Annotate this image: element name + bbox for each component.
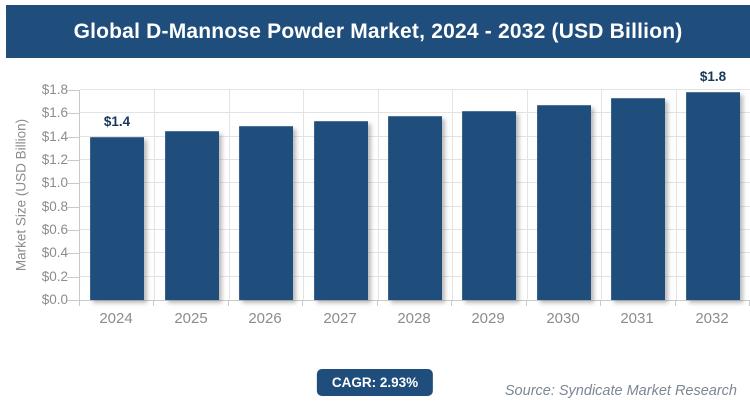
bar-2027 [314, 121, 368, 300]
x-tick-mark [228, 300, 229, 306]
y-tick-label: $0.4 [41, 245, 68, 261]
y-tick-label: $0.0 [41, 292, 68, 307]
chart-title: Global D-Mannose Powder Market, 2024 - 2… [73, 19, 683, 43]
y-tick-mark [67, 136, 79, 138]
y-tick-label: $1.8 [41, 82, 68, 97]
y-tick-label: $0.6 [41, 222, 68, 237]
gridline-horizontal [80, 112, 750, 114]
x-tick-mark [600, 300, 601, 306]
bar-2024 [90, 137, 144, 300]
y-tick-mark [67, 183, 79, 185]
title-banner: Global D-Mannose Powder Market, 2024 - 2… [6, 5, 750, 58]
y-tick-label: $0.2 [41, 268, 68, 284]
y-tick-mark [67, 206, 79, 208]
bar-2030 [537, 105, 591, 300]
gridline-vertical [303, 90, 304, 300]
bar-2025 [165, 131, 219, 300]
bar-value-label-2032: $1.8 [699, 69, 727, 84]
x-category-label: 2027 [323, 310, 357, 327]
x-category-label: 2026 [248, 310, 282, 327]
gridline-vertical [378, 90, 379, 300]
y-tick-mark [67, 253, 79, 255]
x-tick-mark [153, 300, 154, 306]
x-category-label: 2025 [174, 310, 208, 327]
y-tick-mark [67, 300, 79, 301]
y-tick-mark [67, 113, 79, 115]
y-tick-mark [67, 230, 79, 231]
y-tick-label: $1.2 [41, 152, 68, 167]
bar-2029 [462, 111, 516, 300]
gridline-vertical [676, 90, 677, 300]
x-category-label: 2031 [620, 310, 654, 327]
x-category-label: 2030 [546, 310, 580, 327]
gridline-horizontal [80, 89, 750, 90]
gridline-vertical [229, 90, 230, 300]
gridline-vertical [452, 90, 453, 300]
x-tick-mark [302, 300, 303, 306]
bar-2032 [686, 92, 740, 300]
x-category-label: 2028 [397, 310, 431, 327]
bar-value-label-2024: $1.4 [103, 114, 131, 129]
plot-area: $1.4 $1.8 [79, 69, 750, 301]
x-tick-mark [377, 300, 378, 306]
gridline-vertical [154, 90, 155, 300]
source-attribution: Source: Syndicate Market Research [504, 383, 737, 399]
x-category-label: 2024 [99, 310, 133, 327]
bar-2028 [388, 116, 442, 300]
gridline-vertical [601, 90, 602, 300]
bar-2031 [611, 98, 665, 300]
bar-2026 [239, 126, 293, 300]
y-tick-mark [67, 276, 79, 278]
x-category-label: 2032 [695, 310, 729, 327]
y-tick-mark [67, 90, 79, 91]
y-tick-label: $1.0 [41, 175, 68, 191]
x-category-label: 2029 [471, 310, 505, 327]
y-tick-mark [67, 160, 79, 161]
x-tick-mark [451, 300, 452, 306]
x-tick-mark [526, 300, 527, 306]
y-tick-label: $1.4 [41, 128, 68, 144]
y-tick-label: $1.6 [41, 105, 68, 121]
x-tick-mark [675, 300, 676, 306]
x-tick-mark [79, 300, 80, 306]
cagr-badge: CAGR: 2.93% [316, 369, 434, 396]
y-tick-label: $0.8 [41, 198, 68, 214]
gridline-vertical [527, 90, 528, 300]
